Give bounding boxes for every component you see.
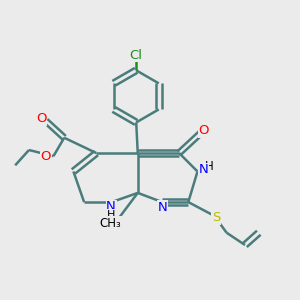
Text: O: O: [36, 112, 46, 125]
Text: Cl: Cl: [130, 49, 143, 62]
Text: N: N: [106, 200, 116, 213]
Text: N: N: [158, 201, 167, 214]
Text: H: H: [107, 210, 115, 220]
Text: N: N: [199, 164, 208, 176]
Text: O: O: [198, 124, 209, 137]
Text: H: H: [205, 160, 214, 173]
Text: S: S: [212, 211, 220, 224]
Text: CH₃: CH₃: [99, 217, 121, 230]
Text: O: O: [40, 150, 51, 163]
